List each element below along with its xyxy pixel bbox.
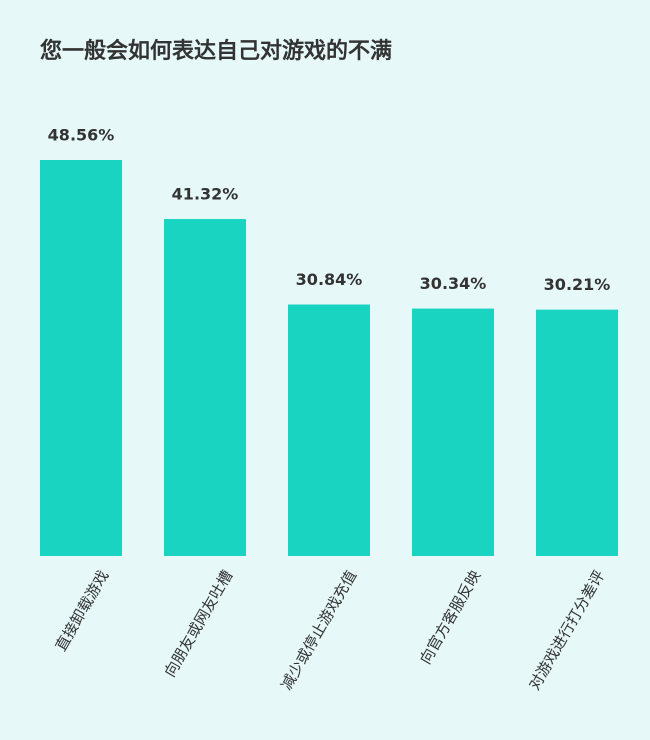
value-label: 30.21% <box>544 275 611 294</box>
bar <box>40 160 122 556</box>
value-label: 30.84% <box>296 270 363 289</box>
bar <box>288 304 370 556</box>
bar <box>164 219 246 556</box>
value-label: 41.32% <box>172 185 239 204</box>
bar <box>412 308 494 556</box>
chart-title: 您一般会如何表达自己对游戏的不满 <box>40 38 392 64</box>
value-label: 48.56% <box>48 126 115 145</box>
value-label: 30.34% <box>420 274 487 293</box>
bar <box>536 309 618 556</box>
